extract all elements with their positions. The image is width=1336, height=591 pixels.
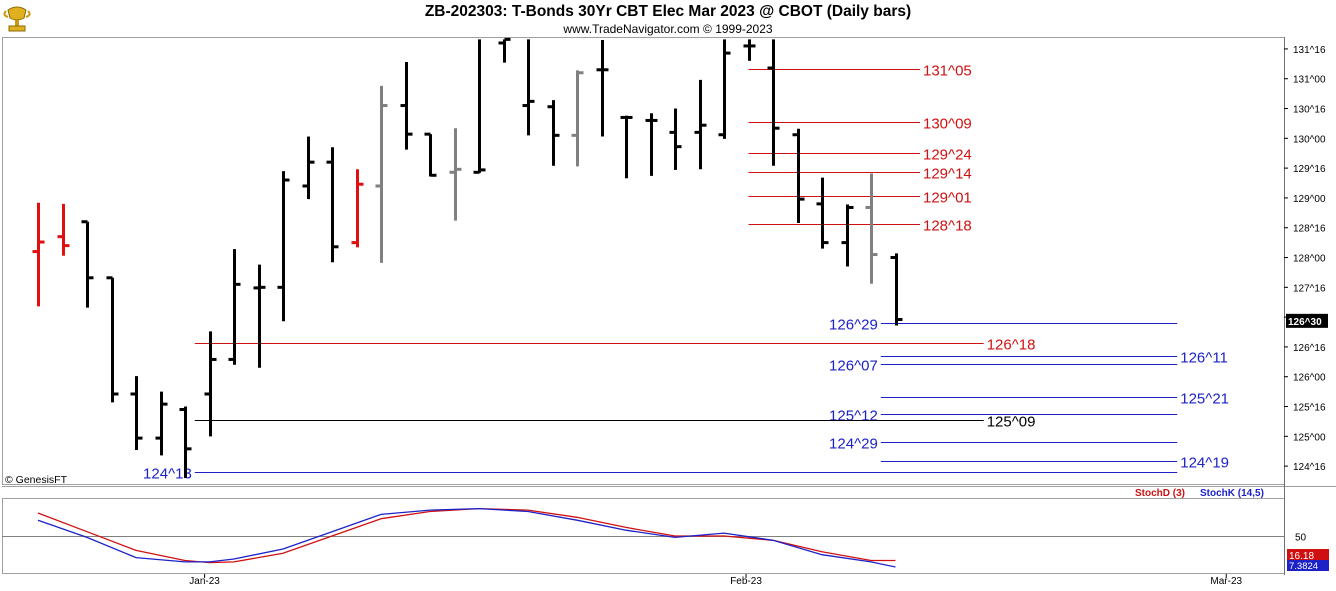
level-label: 129^14	[923, 166, 972, 183]
level-label: 126^07	[829, 358, 878, 375]
x-tick-label: Jan-23	[189, 576, 220, 587]
stochk-value: 7.3824	[1289, 561, 1318, 572]
stoch-level-label: 50	[1295, 533, 1307, 544]
y-tick-label: 125^00	[1293, 432, 1326, 443]
y-tick-label: 129^16	[1293, 164, 1326, 175]
chart-title: ZB-202303: T-Bonds 30Yr CBT Elec Mar 202…	[424, 3, 912, 20]
level-label: 126^29	[829, 317, 878, 334]
y-tick-label: 130^16	[1293, 105, 1326, 116]
x-tick-label: Mar-23	[1210, 576, 1242, 587]
level-label: 126^18	[987, 337, 1036, 354]
stochd-value-box	[1287, 549, 1329, 561]
chart-subtitle: www.TradeNavigator.com © 1999-2023	[563, 22, 773, 36]
y-tick-label: 127^16	[1293, 283, 1326, 294]
stochd-legend: StochD (3)	[1135, 488, 1185, 499]
price-panel-frame	[2, 37, 1285, 485]
y-tick-label: 131^16	[1293, 45, 1326, 56]
y-tick-label: 128^16	[1293, 224, 1326, 235]
level-label: 124^19	[1180, 455, 1229, 472]
level-label: 125^09	[987, 414, 1036, 431]
credit-label: © GenesisFT	[5, 474, 68, 486]
y-tick-label: 125^16	[1293, 403, 1326, 414]
stochk-value-box	[1287, 560, 1329, 571]
y-tick-label: 128^00	[1293, 254, 1326, 265]
y-tick-label: 131^00	[1293, 75, 1326, 86]
level-label: 129^24	[923, 147, 972, 164]
level-label: 131^05	[923, 63, 972, 80]
stochk-legend: StochK (14,5)	[1200, 488, 1264, 499]
level-label: 126^11	[1180, 350, 1228, 367]
level-label: 129^01	[923, 190, 972, 207]
y-tick-label: 126^00	[1293, 373, 1326, 384]
level-label: 125^21	[1180, 391, 1229, 408]
stochd-value: 16.18	[1289, 551, 1314, 562]
stochd-line	[37, 507, 896, 564]
level-label: 124^13	[143, 466, 192, 483]
gold-trophy-logo-icon	[2, 2, 32, 34]
x-tick-label: Feb-23	[730, 576, 762, 587]
level-label: 130^09	[923, 116, 972, 133]
level-label: 124^29	[829, 436, 878, 453]
y-tick-label: 129^00	[1293, 194, 1326, 205]
last-price-label: 126^30	[1288, 317, 1322, 328]
level-label: 128^18	[923, 218, 972, 235]
y-tick-label: 124^16	[1293, 462, 1326, 473]
y-tick-label: 126^16	[1293, 343, 1326, 354]
stochk-line	[37, 507, 896, 568]
last-price-box	[1286, 313, 1328, 328]
y-tick-label: 130^00	[1293, 134, 1326, 145]
level-label: 125^12	[829, 408, 878, 425]
